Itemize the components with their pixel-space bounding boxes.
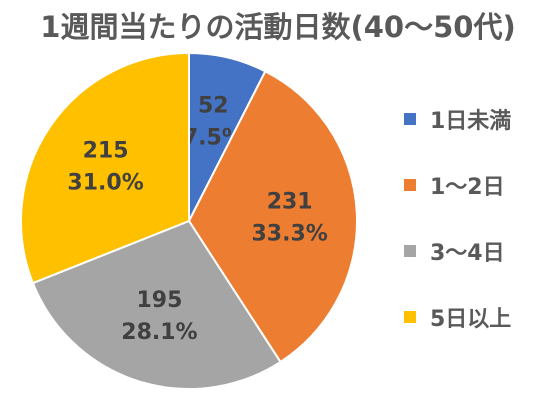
chart-title: 1週間当たりの活動日数(40～50代) [40,10,516,44]
legend-item-2: 1～2日 [404,172,511,200]
data-label-value-4: 215 [83,138,129,163]
legend-swatch-3 [404,244,416,257]
legend-label-1: 1日未満 [430,108,512,134]
pie-slice-3 [31,219,282,390]
legend-label-2: 1～2日 [430,174,505,200]
data-label-value-3: 195 [136,288,182,313]
legend-swatch-2 [404,178,416,191]
data-label-percent-4: 31.0% [67,170,143,195]
legend-item-1: 1日未満 [404,106,511,134]
data-label-value-2: 231 [267,190,313,215]
data-label-value-1: 52 [198,94,229,119]
legend-item-4: 5日以上 [404,304,511,332]
legend-swatch-4 [404,310,416,323]
legend: 1日未満 1～2日 3～4日 5日以上 [404,106,511,370]
legend-swatch-1 [404,112,416,125]
legend-item-3: 3～4日 [404,238,511,266]
data-label-percent-2: 33.3% [251,222,327,247]
data-label-percent-3: 28.1% [121,320,197,345]
pie-slice-4 [20,51,190,285]
legend-label-3: 3～4日 [430,240,505,266]
pie-slice-2 [187,69,358,364]
legend-label-4: 5日以上 [430,306,512,332]
